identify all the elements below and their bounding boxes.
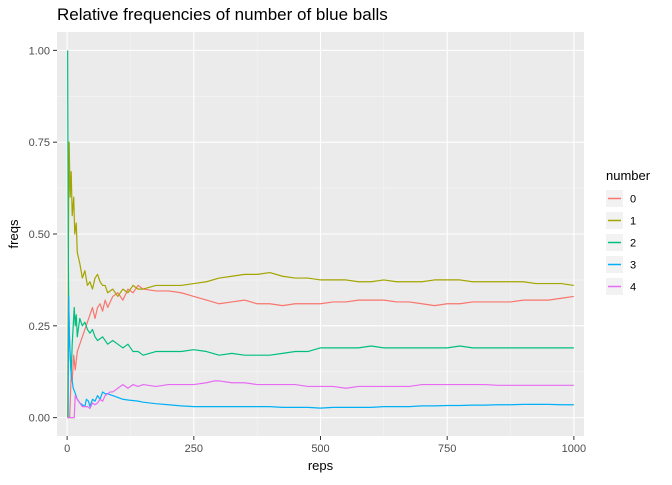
y-axis-title: freqs — [6, 219, 21, 248]
series-line-1 — [67, 141, 574, 418]
series-line-0 — [67, 284, 574, 419]
y-tick-label: 1.00 — [29, 45, 50, 57]
x-tick-label: 1000 — [562, 443, 586, 455]
legend-label-0: 0 — [630, 194, 636, 206]
grid-major — [57, 32, 584, 436]
legend-label-4: 4 — [630, 282, 636, 294]
y-tick-label: 0.75 — [29, 137, 50, 149]
x-axis: 0 250 500 750 1000 — [64, 436, 586, 455]
legend-label-1: 1 — [630, 216, 636, 228]
legend-label-3: 3 — [630, 260, 636, 272]
x-tick-label: 0 — [64, 443, 70, 455]
y-tick-label: 0.50 — [29, 229, 50, 241]
y-axis: 0.00 0.25 0.50 0.75 1.00 — [29, 45, 57, 425]
chart-title: Relative frequencies of number of blue b… — [57, 5, 388, 24]
legend-title: number — [606, 168, 651, 183]
legend-items: 0 1 2 3 4 — [606, 190, 636, 295]
x-tick-label: 750 — [438, 443, 456, 455]
y-tick-label: 0.00 — [29, 413, 50, 425]
y-tick-label: 0.25 — [29, 321, 50, 333]
series-line-4 — [67, 380, 574, 419]
x-tick-label: 250 — [185, 443, 203, 455]
x-tick-label: 500 — [311, 443, 329, 455]
x-axis-title: reps — [308, 458, 334, 473]
series-lines — [67, 50, 574, 419]
series-line-2 — [67, 50, 574, 375]
legend: number 0 1 2 3 4 — [606, 168, 651, 295]
legend-label-2: 2 — [630, 238, 636, 250]
